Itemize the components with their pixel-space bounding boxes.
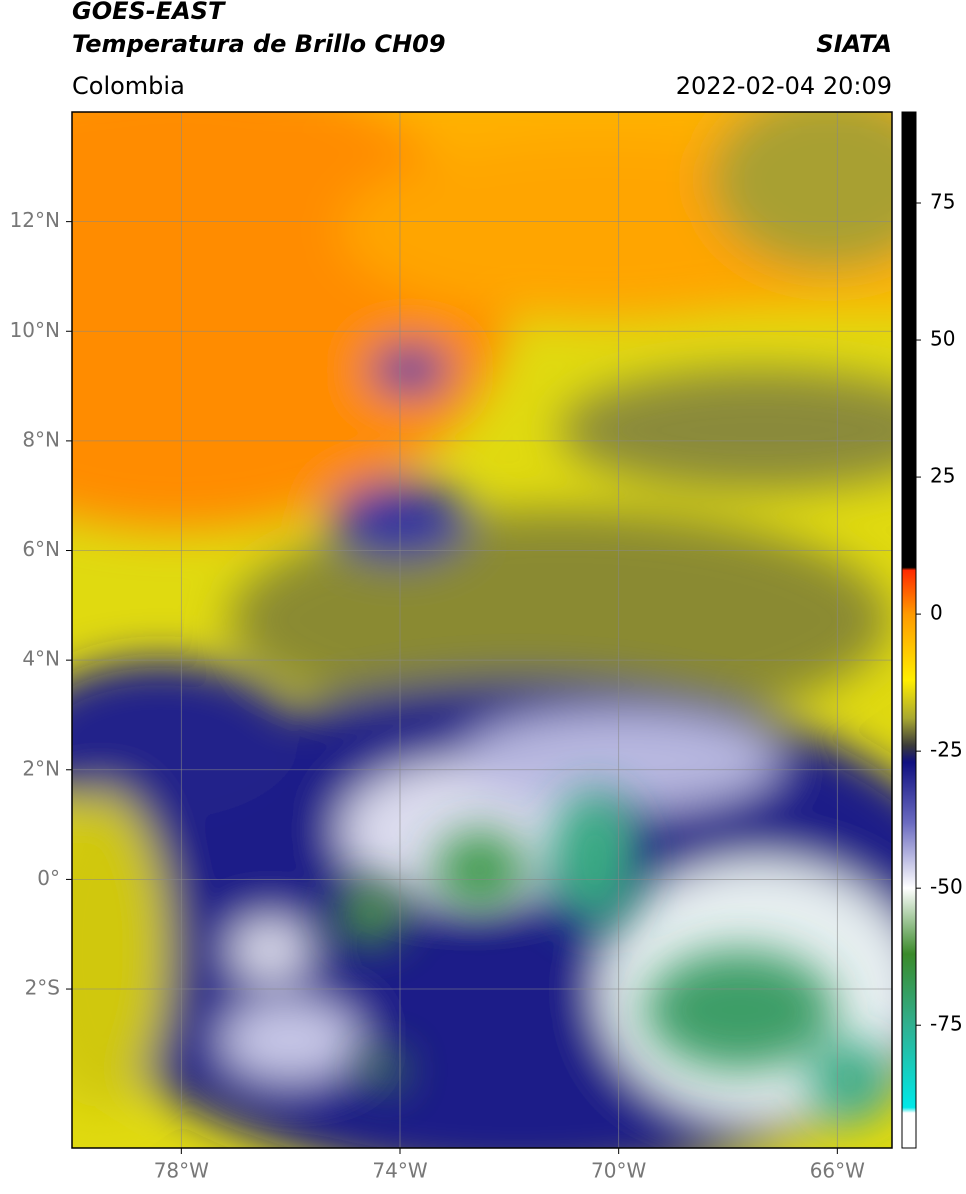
source: SIATA: [816, 30, 892, 58]
subtitle: Temperatura de Brillo CH09: [72, 30, 446, 58]
colorbar-tick-label: 50: [930, 327, 955, 351]
y-tick-label: 8°N: [22, 427, 60, 451]
y-tick-label: 10°N: [10, 318, 60, 342]
y-tick-label: 0°: [37, 866, 60, 890]
colorbar-tick-label: 25: [930, 464, 955, 488]
y-tick-label: 12°N: [10, 208, 60, 232]
colorbar-tick-label: 0: [930, 601, 943, 625]
datetime: 2022-02-04 20:09: [676, 72, 892, 100]
colorbar-scale: [901, 111, 917, 1149]
map-frame: [71, 111, 893, 1149]
y-tick-label: 6°N: [22, 537, 60, 561]
colorbar-tick-label: -25: [930, 738, 963, 762]
colorbar-tick-label: -75: [930, 1012, 963, 1036]
region: Colombia: [72, 72, 185, 100]
satellite-image: [72, 112, 892, 1148]
colorbar-tick-label: 75: [930, 189, 955, 213]
title: GOES-EAST: [72, 0, 226, 25]
x-tick-label: 66°W: [810, 1159, 865, 1183]
y-tick-label: 2°S: [25, 976, 60, 1000]
y-tick-label: 4°N: [22, 647, 60, 671]
x-tick-label: 78°W: [154, 1159, 209, 1183]
grid: [72, 112, 892, 1148]
colorbar-tick-label: -50: [930, 875, 963, 899]
x-tick-label: 70°W: [591, 1159, 646, 1183]
colorbar: -75 -50 -25 0 25 50 75: [901, 111, 963, 1149]
y-tick-label: 2°N: [22, 756, 60, 780]
x-tick-label: 74°W: [372, 1159, 427, 1183]
